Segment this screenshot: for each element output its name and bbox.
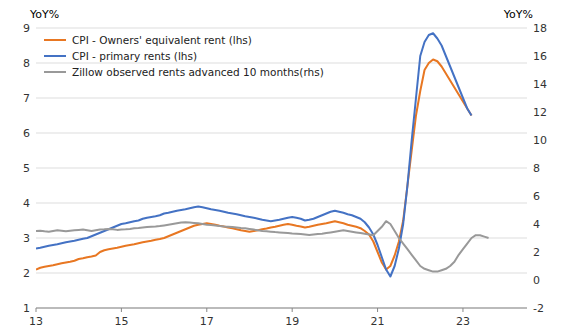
- grid-line: [36, 63, 527, 64]
- plot-area: [36, 33, 489, 276]
- series-line: [36, 221, 489, 271]
- x-tick-label: 15: [114, 315, 128, 328]
- grid-line: [36, 273, 527, 274]
- legend-swatch: [44, 55, 66, 57]
- y2-tick-label: 14: [533, 78, 547, 91]
- y2-tick-label: 0: [533, 274, 540, 287]
- y2-tick-label: -2: [533, 302, 544, 315]
- y2-tick-label: 10: [533, 134, 547, 147]
- y2-tick-label: 12: [533, 106, 547, 119]
- y-tick-label: 8: [23, 57, 30, 70]
- x-tick-label: 13: [29, 315, 43, 328]
- legend-label: CPI - Owners' equivalent rent (lhs): [72, 34, 252, 46]
- y2-tick-label: 2: [533, 246, 540, 259]
- x-tick-label: 17: [200, 315, 214, 328]
- legend-swatch: [44, 39, 66, 41]
- y-axis-label: YoY%: [29, 8, 59, 21]
- y-tick-label: 9: [23, 22, 30, 35]
- x-tick: [462, 308, 463, 312]
- y2-tick-label: 4: [533, 218, 540, 231]
- y-tick-label: 7: [23, 92, 30, 105]
- y-tick-label: 2: [23, 267, 30, 280]
- y2-axis-label: YoY%: [503, 8, 533, 21]
- legend: CPI - Owners' equivalent rent (lhs) CPI -…: [44, 34, 324, 78]
- x-tick: [36, 308, 37, 312]
- series-line: [36, 60, 472, 270]
- y2-tick-label: 18: [533, 22, 547, 35]
- legend-label: CPI - primary rents (lhs): [72, 50, 197, 62]
- grid-line: [36, 203, 527, 204]
- x-axis-line: [36, 308, 527, 309]
- y2-tick-label: 6: [533, 190, 540, 203]
- grid-line: [36, 238, 527, 239]
- x-tick: [292, 308, 293, 312]
- x-tick: [206, 308, 207, 312]
- y-tick-label: 3: [23, 232, 30, 245]
- grid-line: [36, 98, 527, 99]
- chart: 123456789-2024681012141618131517192123Yo…: [0, 0, 563, 334]
- x-tick-label: 19: [285, 315, 299, 328]
- y-tick-label: 6: [23, 127, 30, 140]
- y-tick-label: 4: [23, 197, 30, 210]
- legend-label: Zillow observed rents advanced 10 months…: [72, 66, 324, 78]
- y-tick-label: 1: [23, 302, 30, 315]
- x-tick: [377, 308, 378, 312]
- x-tick-label: 21: [371, 315, 385, 328]
- grid-line: [36, 168, 527, 169]
- y2-tick-label: 8: [533, 162, 540, 175]
- grid-line: [36, 28, 527, 29]
- y2-tick-label: 16: [533, 50, 547, 63]
- grid-line: [36, 133, 527, 134]
- grid-line: [36, 308, 527, 309]
- legend-swatch: [44, 71, 66, 73]
- y-tick-label: 5: [23, 162, 30, 175]
- x-tick: [121, 308, 122, 312]
- x-tick-label: 23: [456, 315, 470, 328]
- series-line: [36, 33, 472, 276]
